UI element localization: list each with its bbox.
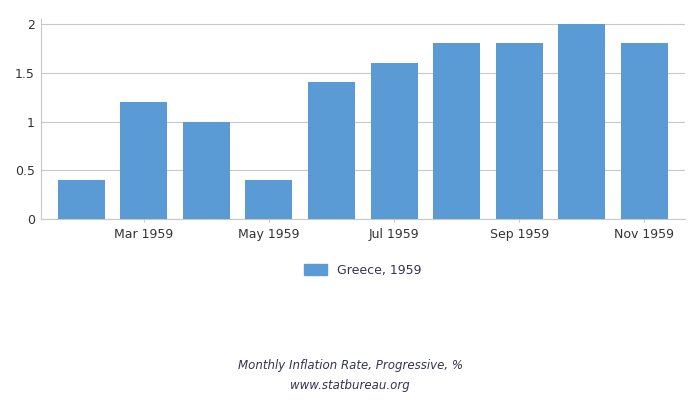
Legend: Greece, 1959: Greece, 1959 (304, 264, 421, 276)
Bar (621, 44, 668, 219)
Text: www.statbureau.org: www.statbureau.org (290, 380, 410, 392)
Bar (308, 82, 355, 219)
Bar (559, 24, 606, 219)
Bar (120, 102, 167, 219)
Bar (246, 180, 293, 219)
Bar (433, 44, 480, 219)
Bar (496, 44, 542, 219)
Bar (183, 122, 230, 219)
Text: Monthly Inflation Rate, Progressive, %: Monthly Inflation Rate, Progressive, % (237, 360, 463, 372)
Bar (58, 180, 105, 219)
Bar (370, 63, 417, 219)
